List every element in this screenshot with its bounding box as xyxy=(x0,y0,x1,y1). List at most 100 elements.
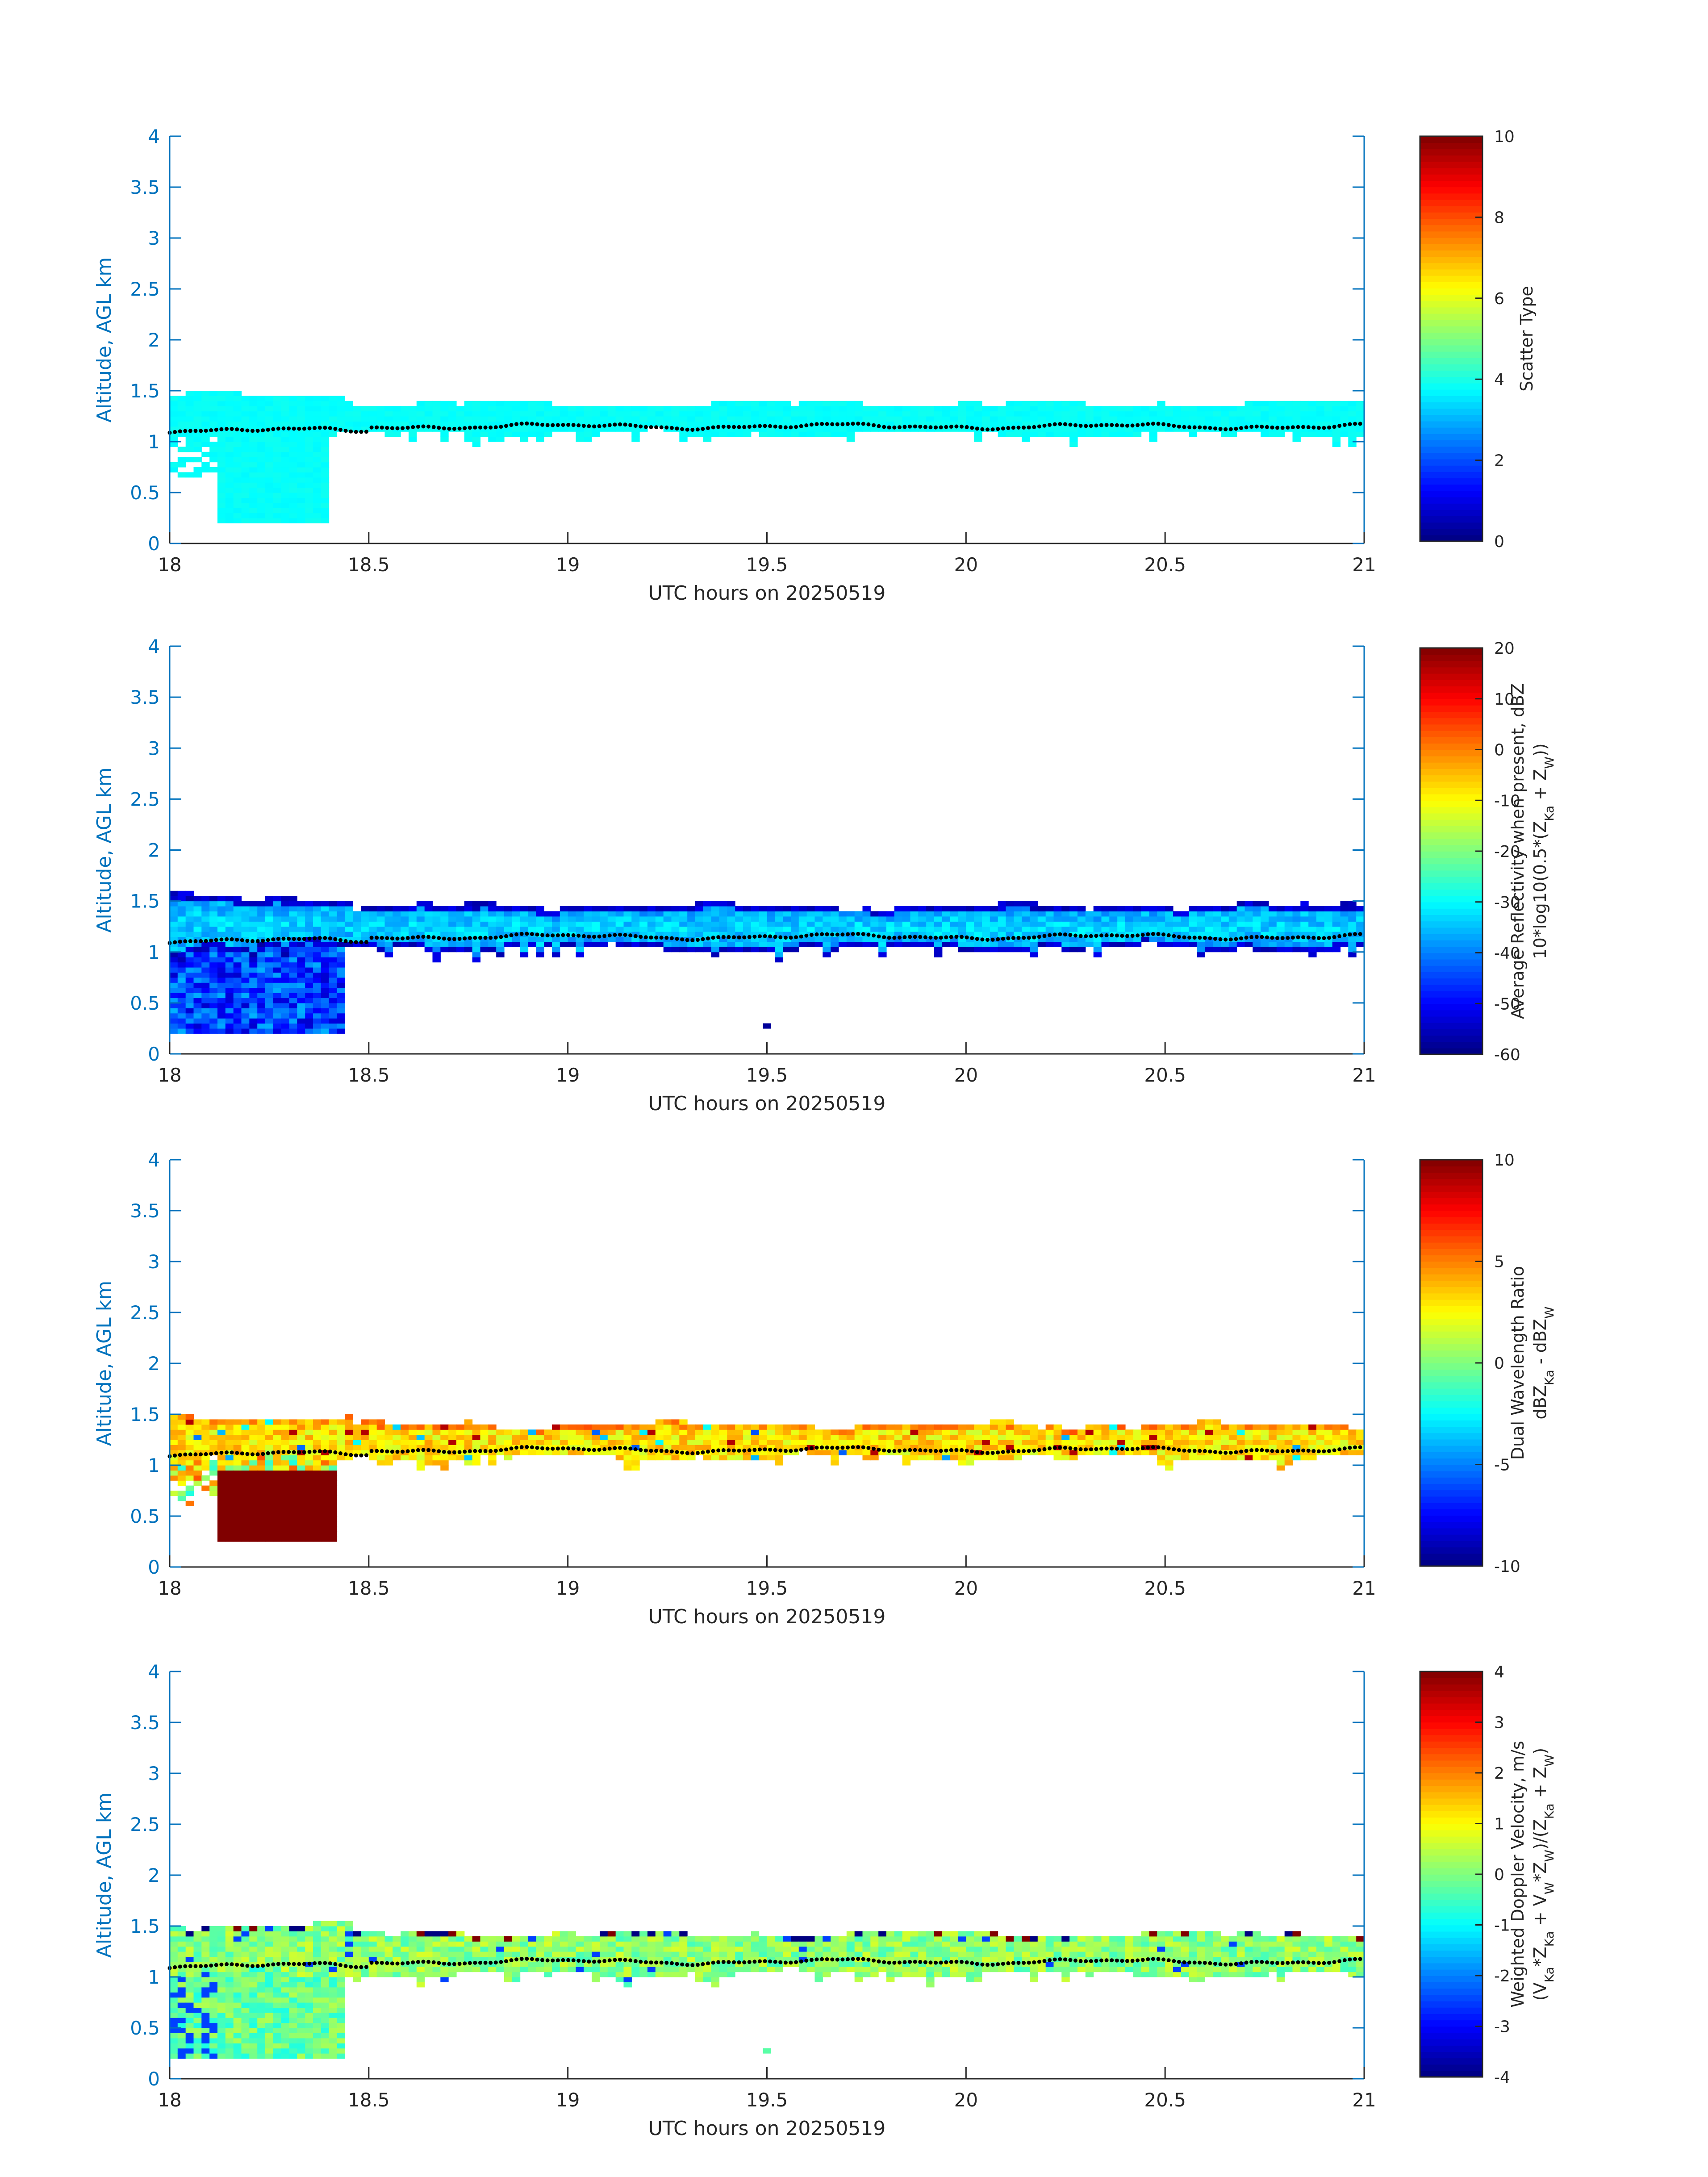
heatmap-cell xyxy=(496,947,505,953)
heatmap-cell xyxy=(759,1440,768,1445)
heatmap-cell xyxy=(448,401,457,406)
y-tick-label: 2 xyxy=(148,329,160,351)
heatmap-cell xyxy=(607,1429,616,1435)
heatmap-cell xyxy=(321,1419,330,1425)
heatmap-cell xyxy=(520,906,529,911)
cloud-base-dot xyxy=(188,939,192,943)
heatmap-cell xyxy=(361,406,369,412)
heatmap-cell xyxy=(384,1440,393,1445)
heatmap-cell xyxy=(488,921,497,927)
heatmap-cell xyxy=(170,396,178,401)
cloud-base-dot xyxy=(473,936,477,940)
heatmap-cell xyxy=(1324,921,1333,927)
heatmap-cell xyxy=(273,431,282,437)
heatmap-cell xyxy=(305,497,313,503)
heatmap-cell xyxy=(783,932,791,937)
heatmap-cell xyxy=(536,916,544,922)
heatmap-cell xyxy=(249,977,258,983)
heatmap-cell xyxy=(1276,926,1285,932)
heatmap-cell xyxy=(942,1424,951,1430)
heatmap-cell xyxy=(1133,411,1142,417)
heatmap-cell xyxy=(998,921,1006,927)
heatmap-cell xyxy=(1149,431,1157,437)
heatmap-cell xyxy=(241,401,250,406)
cloud-base-dot xyxy=(1234,937,1238,941)
cloud-base-dot xyxy=(592,935,596,939)
heatmap-cell xyxy=(560,426,568,432)
heatmap-cell xyxy=(663,406,672,412)
heatmap-cell xyxy=(743,1440,752,1445)
heatmap-cell xyxy=(472,436,481,442)
heatmap-cell xyxy=(297,1429,305,1435)
heatmap-cell xyxy=(504,916,513,922)
heatmap-cell xyxy=(711,926,720,932)
heatmap-cell xyxy=(289,901,297,907)
heatmap-cell xyxy=(249,1465,258,1471)
heatmap-cell xyxy=(767,921,775,927)
heatmap-cell xyxy=(488,906,497,911)
heatmap-cell xyxy=(703,911,712,917)
heatmap-cell xyxy=(376,926,385,932)
heatmap-cell xyxy=(1030,1424,1038,1430)
heatmap-cell xyxy=(265,1485,274,1491)
heatmap-cell xyxy=(910,416,919,422)
cloud-base-dot xyxy=(675,426,679,431)
colorbar-swatch xyxy=(1420,1022,1482,1029)
heatmap-cell xyxy=(1117,1434,1126,1440)
heatmap-cell xyxy=(1261,1440,1269,1445)
heatmap-cell xyxy=(966,926,974,932)
heatmap-cell xyxy=(862,1455,871,1461)
colorbar-swatch xyxy=(1420,161,1482,168)
heatmap-cell xyxy=(623,411,632,417)
heatmap-cell xyxy=(273,1028,282,1034)
heatmap-cell xyxy=(297,502,305,508)
heatmap-cell xyxy=(464,941,473,947)
heatmap-cell xyxy=(257,1455,266,1461)
heatmap-cell xyxy=(655,911,664,917)
heatmap-cell xyxy=(998,406,1006,412)
heatmap-cell xyxy=(1006,1440,1014,1445)
heatmap-cell xyxy=(233,901,242,907)
heatmap-cell xyxy=(902,921,911,927)
heatmap-cell xyxy=(1316,421,1325,427)
heatmap-cell xyxy=(201,1023,210,1029)
heatmap-cell xyxy=(297,477,305,483)
heatmap-cell xyxy=(249,941,258,947)
heatmap-cell xyxy=(177,1023,186,1029)
colorbar-swatch xyxy=(1420,465,1482,472)
heatmap-cell xyxy=(233,972,242,978)
heatmap-cell xyxy=(1133,926,1142,932)
heatmap-cell xyxy=(257,1536,266,1542)
heatmap-cell xyxy=(249,1531,258,1537)
heatmap-cell xyxy=(783,911,791,917)
colorbar-swatch xyxy=(1420,787,1482,794)
heatmap-cell xyxy=(520,1434,529,1440)
heatmap-cell xyxy=(337,401,345,406)
heatmap-cell xyxy=(241,497,250,503)
heatmap-cell xyxy=(177,957,186,963)
heatmap-cell xyxy=(217,901,226,907)
heatmap-cell xyxy=(839,406,847,412)
heatmap-cell xyxy=(329,421,338,427)
heatmap-cell xyxy=(233,982,242,988)
heatmap-cell xyxy=(185,1445,194,1450)
cloud-base-dot xyxy=(1224,937,1228,942)
heatmap-cell xyxy=(361,906,369,911)
heatmap-cell xyxy=(170,442,178,447)
heatmap-cell xyxy=(854,916,863,922)
heatmap-cell xyxy=(926,911,935,917)
heatmap-cell xyxy=(552,1440,560,1445)
heatmap-cell xyxy=(337,901,345,907)
heatmap-cell xyxy=(592,1429,600,1435)
heatmap-cell xyxy=(998,947,1006,953)
heatmap-cell xyxy=(966,911,974,917)
heatmap-cell xyxy=(170,906,178,911)
heatmap-cell xyxy=(1340,911,1349,917)
heatmap-cell xyxy=(193,442,202,447)
heatmap-cell xyxy=(1045,941,1054,947)
heatmap-cell xyxy=(711,1424,720,1430)
heatmap-cell xyxy=(894,911,903,917)
cloud-base-dot xyxy=(1110,423,1114,427)
heatmap-cell xyxy=(337,916,345,922)
heatmap-cell xyxy=(273,962,282,968)
